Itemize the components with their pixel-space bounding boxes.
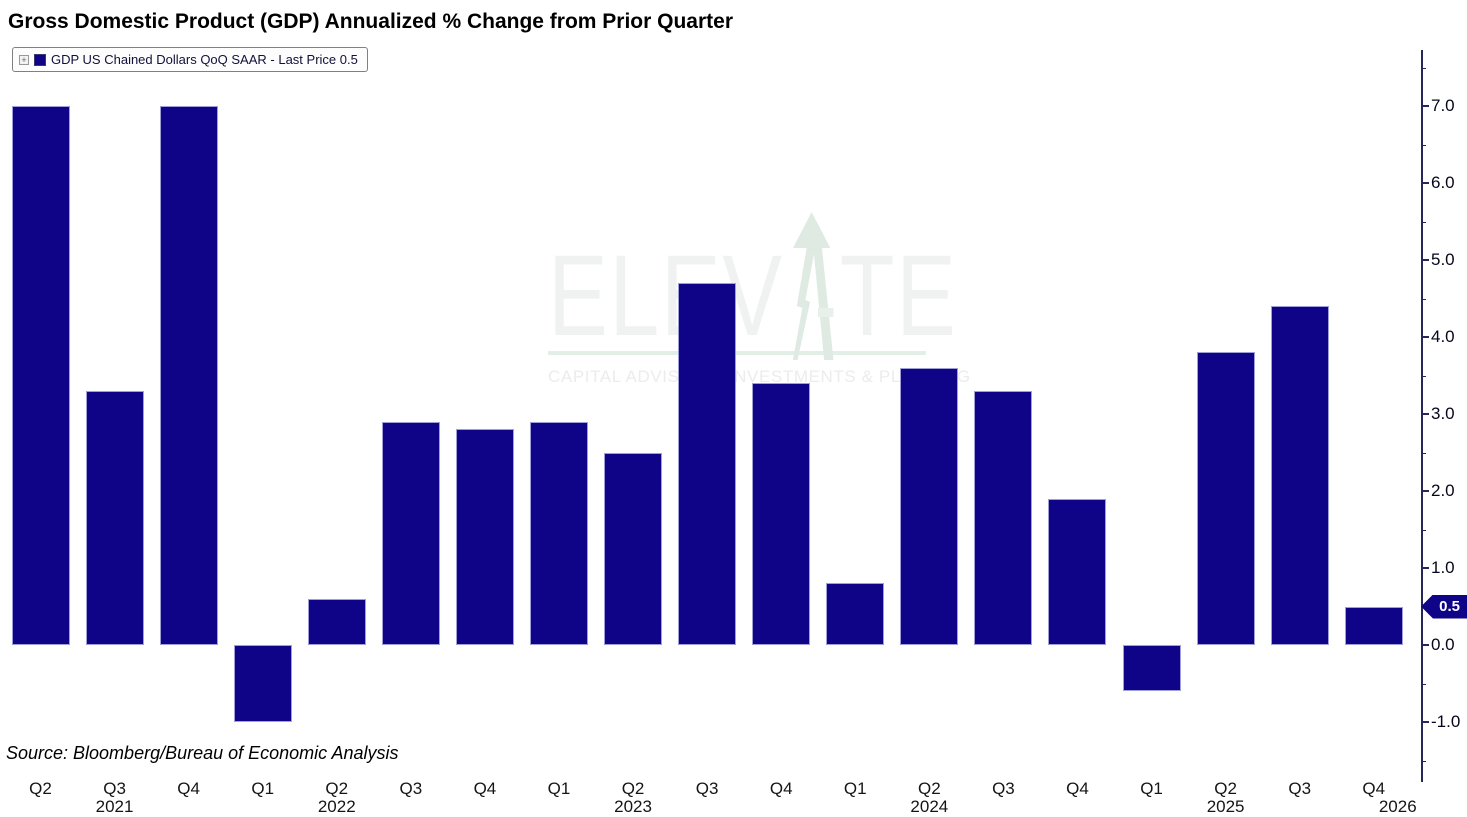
x-tick-label-year: 2026 [1378,797,1417,816]
x-tick-label-year: 2022 [317,797,356,816]
x-tick-label-year: 2023 [614,797,652,816]
y-major-tick [1422,490,1429,492]
y-major-tick [1422,644,1429,646]
x-tick-label-quarter: Q4 [177,779,200,798]
y-tick-label: 2.0 [1431,481,1455,500]
legend-series-swatch-icon [34,53,46,66]
y-major-tick [1422,105,1429,107]
x-tick-label-quarter: Q3 [103,779,126,798]
y-minor-tick [1422,221,1426,223]
y-tick-label: 4.0 [1431,327,1455,346]
y-minor-tick [1422,67,1426,69]
chart-title: Gross Domestic Product (GDP) Annualized … [8,10,734,33]
y-minor-tick [1422,760,1426,762]
gdp-bar-q4-2025 [1344,606,1403,645]
up-arrow-icon [792,212,834,360]
gdp-bar-q1-2024 [826,583,885,645]
gdp-bar-q2-2025 [1196,352,1255,645]
y-minor-tick [1422,452,1426,454]
x-tick-label-quarter: Q2 [29,779,52,798]
x-tick-label-quarter: Q3 [399,779,423,798]
y-axis-line [1421,50,1423,782]
y-tick-label: 1.0 [1431,558,1455,577]
y-major-tick [1422,182,1429,184]
gdp-bar-q1-2023 [529,421,588,645]
gdp-bar-q3-2024 [974,390,1033,645]
x-tick-label-quarter: Q4 [473,779,497,798]
watermark: ELEV TE CAPITAL ADVISORS, INVESTMENTS & … [548,212,1073,387]
y-minor-tick [1422,529,1426,531]
gdp-bar-q2-2022 [307,598,366,645]
x-tick-label-quarter: Q4 [769,779,793,798]
x-tick-label-quarter: Q2 [325,779,349,798]
y-major-tick [1422,336,1429,338]
x-tick-label-quarter: Q2 [1214,779,1237,798]
x-tick-label-year: 2021 [95,797,134,816]
legend-expander-icon[interactable]: + [19,54,29,65]
gdp-bar-q4-2021 [159,106,218,645]
gdp-bar-q4-2024 [1048,498,1107,645]
y-minor-tick [1422,375,1426,377]
watermark-wordmark: ELEV TE [548,212,958,360]
x-tick-label-quarter: Q1 [1140,779,1163,798]
gdp-bar-q4-2023 [752,383,811,645]
gdp-bar-q2-2024 [900,367,959,645]
x-tick-label-quarter: Q4 [1066,779,1089,798]
source-note: Source: Bloomberg/Bureau of Economic Ana… [6,743,399,763]
y-minor-tick [1422,298,1426,300]
watermark-text-right: TE [839,232,958,360]
gdp-bar-q3-2021 [85,390,144,645]
y-major-tick [1422,259,1429,261]
x-tick-label-quarter: Q2 [621,779,645,798]
y-tick-label: 5.0 [1431,250,1455,269]
y-minor-tick [1422,144,1426,146]
y-tick-label: 7.0 [1431,96,1455,115]
y-major-tick [1422,721,1429,723]
x-tick-label-quarter: Q3 [695,779,719,798]
x-tick-label-quarter: Q3 [1288,779,1312,798]
gdp-bar-q4-2022 [455,429,514,645]
x-tick-label-quarter: Q2 [917,779,941,798]
legend-box[interactable]: + GDP US Chained Dollars QoQ SAAR - Last… [12,47,368,72]
y-major-tick [1422,567,1429,569]
watermark-tagline: CAPITAL ADVISORS, INVESTMENTS & PLANNING [548,367,971,386]
y-minor-tick [1422,683,1426,685]
watermark-text-left: ELEV [548,232,784,360]
gdp-bar-q1-2025 [1122,645,1181,692]
x-tick-label-quarter: Q1 [843,779,867,798]
x-tick-label-year: 2024 [910,797,949,816]
y-tick-label: 3.0 [1431,404,1455,423]
gdp-bar-q1-2022 [233,645,292,722]
x-tick-label-quarter: Q1 [547,779,571,798]
gdp-bar-q2-2021 [11,106,70,645]
y-tick-label: -1.0 [1431,712,1461,731]
gdp-bar-q3-2022 [381,421,440,645]
gdp-bar-q3-2025 [1270,306,1329,645]
last-price-badge: 0.5 [1421,594,1467,619]
watermark-rule [548,351,926,355]
x-tick-label-quarter: Q3 [992,779,1015,798]
y-tick-label: 6.0 [1431,173,1455,192]
y-tick-label: 0.0 [1431,635,1455,654]
gdp-bar-q3-2023 [678,283,737,645]
x-tick-label-year: 2025 [1206,797,1245,816]
x-tick-label-quarter: Q4 [1362,779,1386,798]
gdp-bar-q2-2023 [604,452,663,645]
legend-series-label: GDP US Chained Dollars QoQ SAAR - Last P… [51,52,358,67]
x-tick-label-quarter: Q1 [251,779,275,798]
y-major-tick [1422,413,1429,415]
